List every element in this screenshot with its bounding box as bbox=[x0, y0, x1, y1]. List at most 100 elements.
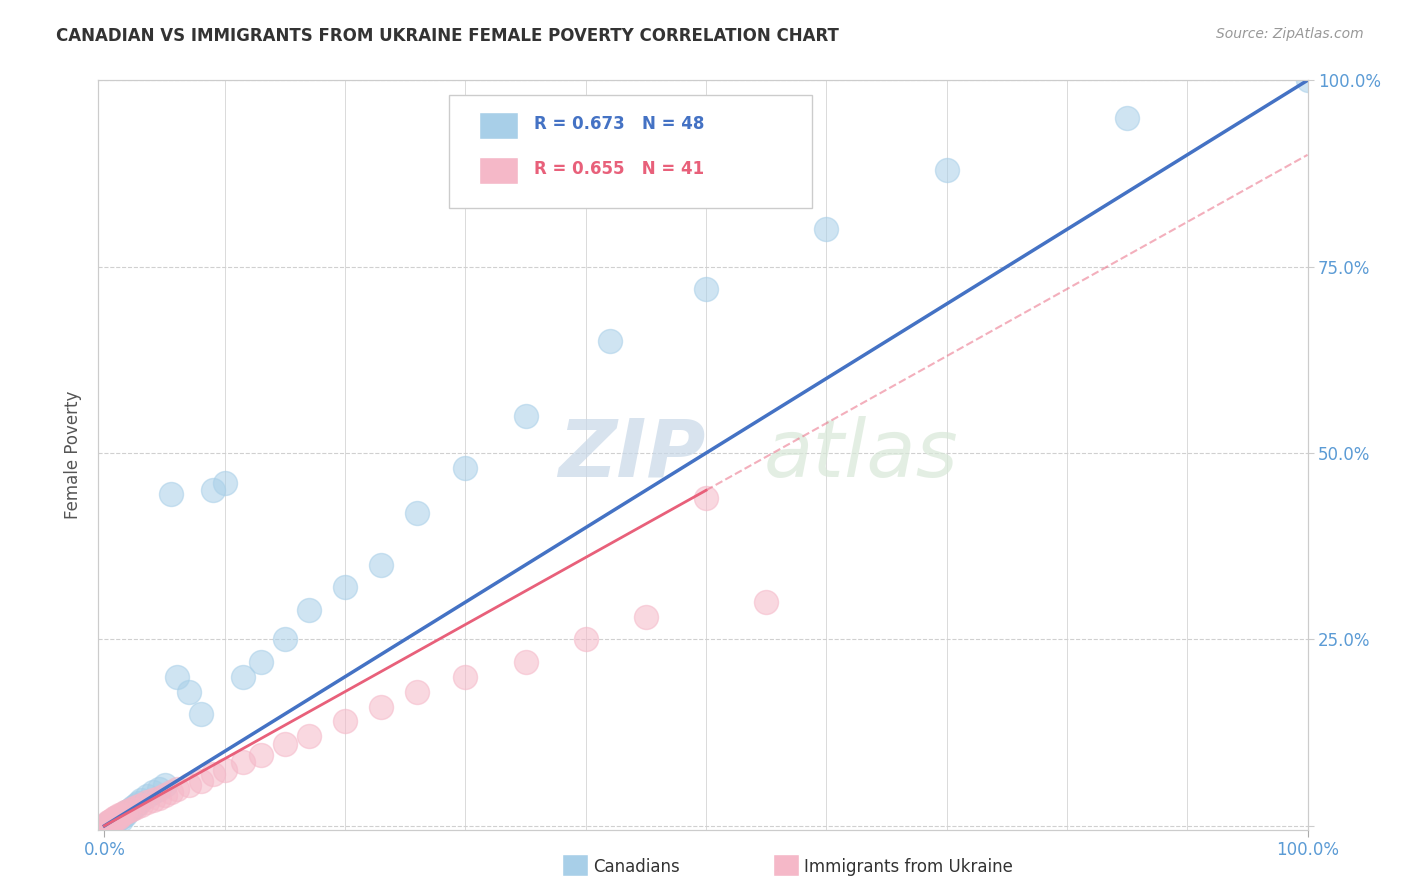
Point bbox=[107, 812, 129, 826]
Point bbox=[108, 809, 131, 823]
Point bbox=[935, 162, 957, 177]
Point bbox=[166, 781, 188, 796]
Point bbox=[103, 815, 125, 830]
Point bbox=[101, 814, 124, 828]
Point bbox=[454, 461, 477, 475]
Point bbox=[103, 811, 125, 825]
Point bbox=[232, 670, 254, 684]
Point bbox=[127, 797, 149, 811]
Point bbox=[515, 409, 537, 423]
Point bbox=[129, 793, 152, 807]
Text: R = 0.655   N = 41: R = 0.655 N = 41 bbox=[534, 160, 704, 178]
Point bbox=[214, 475, 236, 490]
Point bbox=[159, 784, 181, 798]
Point bbox=[298, 602, 321, 616]
Point bbox=[599, 334, 621, 349]
Point bbox=[135, 789, 157, 803]
Point bbox=[298, 730, 321, 744]
Point bbox=[114, 805, 136, 820]
Point bbox=[100, 814, 122, 829]
Point bbox=[96, 817, 118, 831]
Text: ZIP: ZIP bbox=[558, 416, 706, 494]
Point bbox=[100, 813, 122, 827]
Point bbox=[250, 655, 273, 669]
Point bbox=[406, 684, 429, 698]
Y-axis label: Female Poverty: Female Poverty bbox=[65, 391, 83, 519]
Point bbox=[111, 809, 134, 823]
Point bbox=[97, 815, 120, 830]
Point bbox=[107, 811, 129, 825]
Point bbox=[454, 670, 477, 684]
Point bbox=[406, 506, 429, 520]
Point bbox=[97, 815, 120, 830]
Point bbox=[755, 595, 778, 609]
Point bbox=[105, 810, 128, 824]
Point bbox=[104, 812, 127, 826]
Point bbox=[274, 737, 297, 751]
Point bbox=[111, 806, 134, 821]
Point bbox=[101, 813, 124, 827]
Point bbox=[148, 781, 170, 796]
Text: atlas: atlas bbox=[763, 416, 959, 494]
Point bbox=[98, 815, 121, 830]
Point bbox=[120, 802, 142, 816]
Point bbox=[105, 811, 128, 825]
Text: Immigrants from Ukraine: Immigrants from Ukraine bbox=[804, 858, 1014, 876]
Text: Source: ZipAtlas.com: Source: ZipAtlas.com bbox=[1216, 27, 1364, 41]
Point bbox=[1116, 111, 1139, 125]
Point bbox=[370, 558, 392, 572]
Point bbox=[201, 483, 224, 498]
Point bbox=[122, 800, 145, 814]
Point bbox=[153, 778, 176, 792]
Bar bbox=[479, 112, 517, 139]
Point bbox=[815, 222, 838, 236]
Point bbox=[333, 580, 356, 594]
Point bbox=[110, 813, 132, 827]
Point bbox=[117, 804, 139, 818]
Point bbox=[108, 807, 131, 822]
Point bbox=[177, 684, 200, 698]
Point bbox=[96, 816, 118, 830]
Point bbox=[695, 282, 717, 296]
Point bbox=[104, 814, 127, 828]
FancyBboxPatch shape bbox=[449, 95, 811, 208]
Point bbox=[695, 491, 717, 505]
Point bbox=[117, 804, 139, 818]
Point bbox=[575, 632, 598, 647]
Point bbox=[177, 778, 200, 792]
Point bbox=[333, 714, 356, 729]
Point bbox=[274, 632, 297, 647]
Point bbox=[214, 763, 236, 777]
Point bbox=[108, 810, 131, 824]
Point bbox=[114, 808, 136, 822]
Point bbox=[370, 699, 392, 714]
Text: Canadians: Canadians bbox=[593, 858, 681, 876]
Point bbox=[190, 706, 212, 721]
Point bbox=[232, 756, 254, 770]
Point bbox=[98, 816, 121, 830]
Point bbox=[166, 670, 188, 684]
Point bbox=[190, 774, 212, 789]
Point bbox=[159, 487, 181, 501]
Point bbox=[100, 814, 122, 829]
Point bbox=[1296, 73, 1319, 87]
Point bbox=[125, 800, 148, 814]
Point bbox=[112, 807, 135, 822]
Point bbox=[135, 795, 157, 809]
Text: R = 0.673   N = 48: R = 0.673 N = 48 bbox=[534, 115, 704, 133]
Point bbox=[142, 793, 165, 807]
Point bbox=[153, 788, 176, 802]
Point bbox=[201, 766, 224, 780]
Point bbox=[515, 655, 537, 669]
Point bbox=[129, 797, 152, 812]
Point bbox=[115, 805, 138, 820]
Point bbox=[148, 790, 170, 805]
Point bbox=[142, 785, 165, 799]
Point bbox=[125, 797, 148, 812]
Text: CANADIAN VS IMMIGRANTS FROM UKRAINE FEMALE POVERTY CORRELATION CHART: CANADIAN VS IMMIGRANTS FROM UKRAINE FEMA… bbox=[56, 27, 839, 45]
Point bbox=[250, 747, 273, 762]
Bar bbox=[479, 158, 517, 184]
Point bbox=[634, 610, 657, 624]
Point bbox=[100, 815, 122, 830]
Point bbox=[121, 802, 143, 816]
